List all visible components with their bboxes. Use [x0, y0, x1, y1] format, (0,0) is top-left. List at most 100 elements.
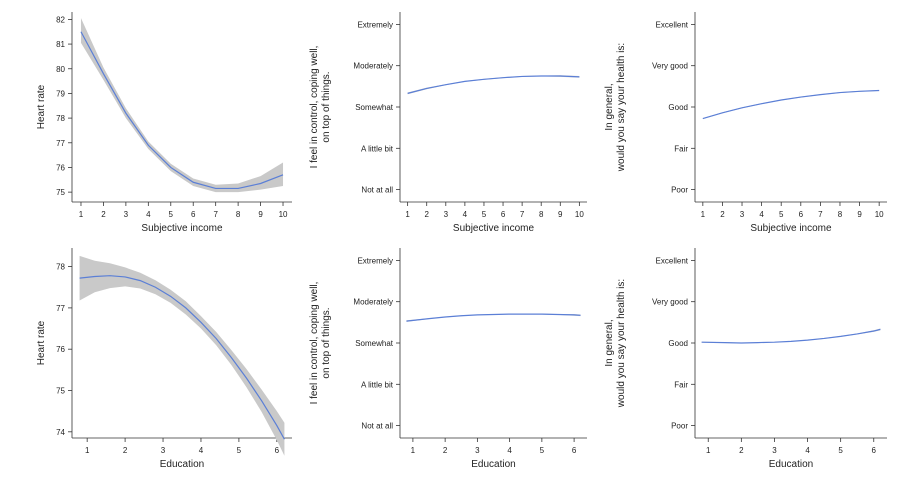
x-tick-label: 3 [772, 446, 777, 455]
x-tick-label: 9 [258, 210, 263, 219]
y-tick-label: Excellent [656, 256, 689, 265]
y-tick-label: Moderately [353, 62, 393, 71]
x-tick-label: 3 [161, 446, 166, 455]
x-tick-label: 3 [124, 210, 129, 219]
x-tick-label: 1 [411, 446, 416, 455]
y-tick-label: 79 [56, 89, 65, 98]
x-tick-label: 7 [520, 210, 525, 219]
x-axis-label: Subjective income [141, 223, 223, 234]
x-tick-label: 5 [169, 210, 174, 219]
x-tick-label: 2 [123, 446, 128, 455]
x-axis-label: Education [160, 459, 204, 470]
x-tick-label: 5 [482, 210, 487, 219]
y-tick-label: Fair [674, 380, 688, 389]
y-axis-label-line: In general, [604, 83, 615, 130]
y-tick-label: Poor [671, 186, 688, 195]
x-tick-label: 6 [572, 446, 577, 455]
confidence-band [79, 255, 285, 456]
x-tick-label: 10 [875, 210, 884, 219]
y-tick-label: 81 [56, 40, 65, 49]
x-tick-label: 6 [872, 446, 877, 455]
fit-line [702, 89, 880, 120]
x-tick-label: 4 [146, 210, 151, 219]
x-tick-label: 7 [818, 210, 823, 219]
x-tick-label: 8 [539, 210, 544, 219]
y-tick-label: 77 [56, 139, 65, 148]
y-tick-label: 75 [56, 387, 65, 396]
x-tick-label: 2 [739, 446, 744, 455]
y-tick-label: Poor [671, 422, 688, 431]
x-tick-label: 6 [501, 210, 506, 219]
x-tick-label: 5 [237, 446, 242, 455]
y-tick-label: 78 [56, 263, 65, 272]
y-tick-label: Excellent [656, 20, 689, 29]
y-axis-label: I feel in control, coping well,on top of… [309, 282, 332, 405]
y-tick-label: Good [668, 339, 688, 348]
x-tick-label: 2 [720, 210, 725, 219]
y-tick-label: 74 [56, 428, 65, 437]
x-tick-label: 1 [701, 210, 706, 219]
fit-line [80, 31, 284, 190]
x-tick-label: 9 [857, 210, 862, 219]
x-tick-label: 2 [443, 446, 448, 455]
y-tick-label: Extremely [357, 20, 393, 29]
y-tick-label: Not at all [361, 186, 393, 195]
x-tick-label: 5 [540, 446, 545, 455]
y-axis-label-line: on top of things. [321, 71, 332, 142]
fit-line [701, 328, 881, 344]
y-tick-label: A little bit [361, 380, 394, 389]
y-tick-label: Fair [674, 144, 688, 153]
y-axis-label-line: I feel in control, coping well, [309, 46, 320, 169]
y-tick-label: Not at all [361, 422, 393, 431]
y-tick-label: Very good [652, 298, 688, 307]
x-tick-label: 4 [463, 210, 468, 219]
x-tick-label: 9 [558, 210, 563, 219]
x-tick-label: 4 [805, 446, 810, 455]
y-tick-label: Good [668, 103, 688, 112]
y-axis-label: In general,would you say your health is: [604, 43, 627, 172]
x-tick-label: 1 [405, 210, 410, 219]
x-tick-label: 4 [507, 446, 512, 455]
y-tick-label: 82 [56, 15, 65, 24]
y-tick-label: 75 [56, 188, 65, 197]
x-tick-label: 3 [475, 446, 480, 455]
y-axis-label-line: would you say your health is: [616, 279, 627, 408]
x-tick-label: 4 [759, 210, 764, 219]
x-tick-label: 3 [444, 210, 449, 219]
y-tick-label: 80 [56, 65, 65, 74]
y-axis-label-line: would you say your health is: [616, 43, 627, 172]
x-axis-label: Education [769, 459, 813, 470]
confidence-band [702, 90, 880, 119]
x-tick-label: 1 [85, 446, 90, 455]
y-tick-label: 77 [56, 304, 65, 313]
fit-line [79, 275, 285, 440]
x-tick-label: 8 [838, 210, 843, 219]
panel-health-by-education: Poor Fair Good Very good Excellent 1 2 3 4 5 6 Educ… [604, 248, 887, 470]
x-tick-label: 3 [740, 210, 745, 219]
panel-health-by-subjective-income: Poor Fair Good Very good Excellent 1 2 3 4 5 6 7 8 9 1… [604, 12, 887, 234]
y-axis-label: Heart rate [36, 84, 47, 129]
x-tick-label: 4 [199, 446, 204, 455]
y-axis-label-line: In general, [604, 319, 615, 366]
y-tick-label: Very good [652, 62, 688, 71]
y-axis-label-line: on top of things. [321, 307, 332, 378]
confidence-band [80, 18, 284, 193]
x-axis-label: Subjective income [750, 223, 832, 234]
panel-control-by-subjective-income: Not at all A little bit Somewhat Moderately… [309, 12, 587, 234]
panel-heart-rate-by-education: 74 75 76 77 78 1 2 3 4 5 6 Education Heart rate [36, 248, 292, 470]
y-axis-label-line: Heart rate [36, 84, 47, 129]
y-tick-label: Extremely [357, 256, 393, 265]
x-tick-label: 8 [236, 210, 241, 219]
x-tick-label: 1 [706, 446, 711, 455]
fit-line [406, 313, 581, 322]
x-tick-label: 10 [575, 210, 584, 219]
x-tick-label: 1 [79, 210, 84, 219]
fit-line [407, 75, 580, 94]
panel-control-by-education: Not at all A little bit Somewhat Moderately… [309, 248, 587, 470]
y-axis-label: Heart rate [36, 320, 47, 365]
y-tick-label: A little bit [361, 144, 394, 153]
y-tick-label: Somewhat [355, 339, 394, 348]
y-tick-label: Somewhat [355, 103, 394, 112]
